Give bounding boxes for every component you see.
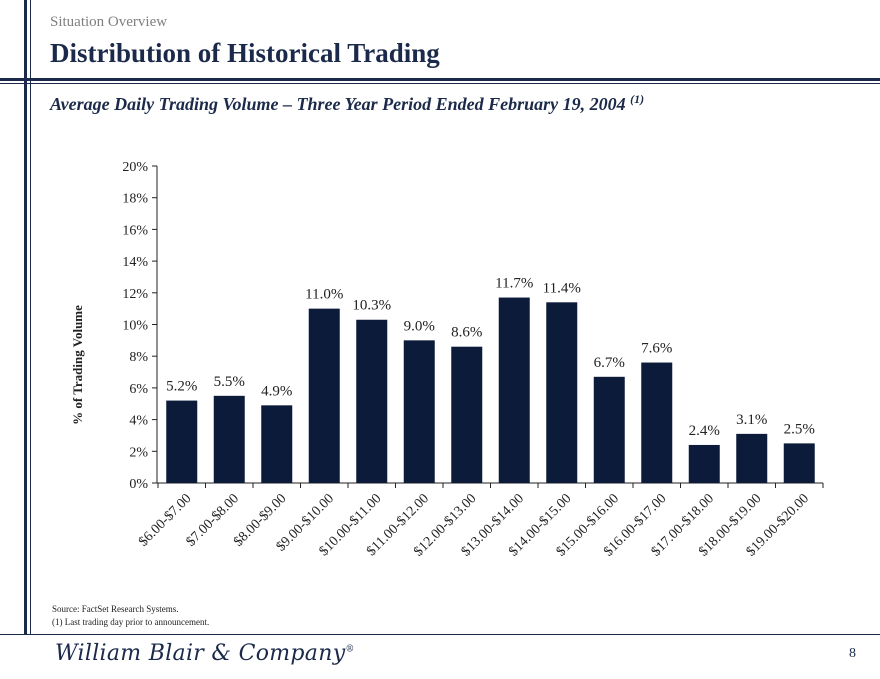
y-tick-label: 0% (129, 477, 148, 492)
bar (641, 362, 673, 483)
bar (498, 297, 530, 483)
y-tick-label: 18% (122, 192, 148, 207)
chart-subtitle-text: Average Daily Trading Volume – Three Yea… (50, 94, 626, 114)
y-tick-label: 4% (129, 414, 148, 429)
title-rule-thick (0, 78, 880, 81)
data-label: 6.7% (594, 355, 625, 371)
company-logo-text: William Blair & Company (55, 641, 346, 666)
footnote-text: (1) Last trading day prior to announceme… (52, 617, 210, 627)
y-tick-label: 14% (122, 255, 148, 270)
bar (308, 308, 340, 483)
y-tick-label: 12% (122, 287, 148, 302)
data-label: 7.6% (641, 341, 672, 357)
bar-chart: 0% 2% 4% 6% 8% 10% 12% 14% 16% 18% 20% % of Trading… (70, 160, 824, 560)
bar (166, 400, 198, 483)
left-border-thick (24, 0, 27, 635)
title-rule-thin (0, 83, 880, 84)
bar (783, 443, 815, 483)
bar (451, 346, 483, 483)
data-label: 5.2% (166, 379, 197, 395)
y-axis-title: % of Trading Volume (70, 305, 85, 425)
data-label: 2.4% (689, 423, 720, 439)
bar (213, 395, 245, 483)
y-tick-label: 20% (122, 160, 148, 175)
chart-subtitle: Average Daily Trading Volume – Three Yea… (50, 92, 644, 115)
data-label: 9.0% (404, 318, 435, 334)
bar (546, 302, 578, 483)
subtitle-footnote-ref: (1) (630, 92, 645, 106)
bar (593, 376, 625, 483)
y-tick-label: 16% (122, 223, 148, 238)
data-label: 3.1% (736, 412, 767, 428)
bar (356, 319, 388, 483)
section-label: Situation Overview (50, 14, 168, 30)
page-title: Distribution of Historical Trading (50, 38, 440, 68)
data-label: 10.3% (352, 298, 391, 314)
data-label: 4.9% (261, 383, 292, 399)
data-label: 5.5% (214, 374, 245, 390)
data-label: 11.7% (495, 276, 533, 292)
registered-mark: ® (345, 644, 355, 655)
y-tick-label: 10% (122, 319, 148, 334)
data-label: 8.6% (451, 325, 482, 341)
footer-rule (0, 634, 880, 635)
bar (736, 433, 768, 483)
source-text: Source: FactSet Research Systems. (52, 604, 179, 614)
company-logo: William Blair & Company® (55, 641, 355, 666)
y-tick-label: 6% (129, 382, 148, 397)
source-notes: Source: FactSet Research Systems. (1) La… (52, 603, 209, 629)
bar (403, 340, 435, 483)
y-tick-label: 8% (129, 350, 148, 365)
data-label: 11.4% (543, 280, 581, 296)
page-number: 8 (849, 646, 856, 661)
left-border-thin (30, 0, 31, 635)
bar (688, 444, 720, 483)
bar (261, 405, 293, 483)
data-label: 11.0% (305, 287, 343, 303)
data-label: 2.5% (784, 421, 815, 437)
y-tick-label: 2% (129, 445, 148, 460)
